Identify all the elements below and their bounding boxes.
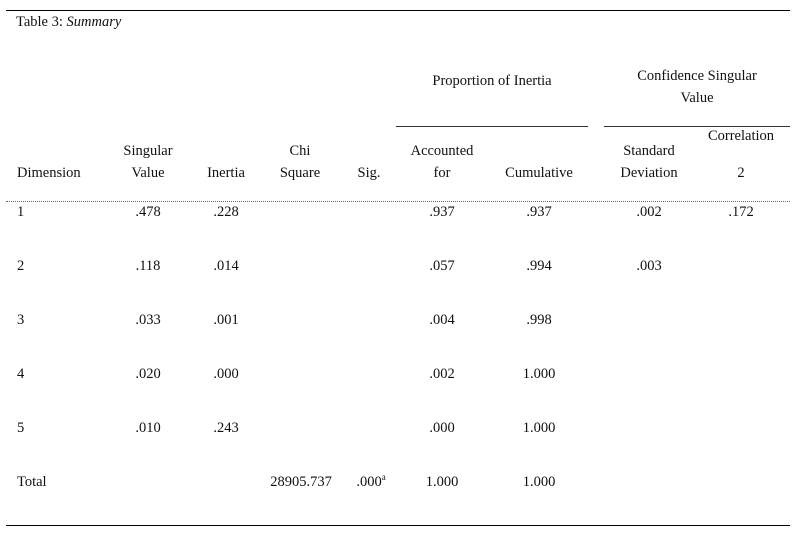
cell-accounted: .004 (429, 312, 455, 328)
header-accounted-line1: Accounted (410, 143, 474, 159)
header-dimension: Dimension (17, 165, 81, 181)
cell-singular-value: .033 (135, 312, 161, 328)
cell-cumulative: .937 (526, 204, 552, 220)
header-inertia: Inertia (207, 165, 245, 181)
bottom-rule (6, 525, 790, 526)
confidence-group-header-line2: Value (680, 90, 714, 106)
cell-accounted: .057 (429, 258, 455, 274)
confidence-group-rule (604, 126, 790, 127)
header-chi-square-line1: Chi (289, 143, 311, 159)
cell-dimension: 3 (17, 312, 25, 328)
header-sig: Sig. (357, 165, 381, 181)
header-correlation-line1: Correlation (707, 128, 775, 144)
cell-dimension: 1 (17, 204, 25, 220)
cell-cumulative: 1.000 (522, 366, 556, 382)
table-label: Table 3: (16, 14, 63, 30)
cell-inertia: .000 (213, 366, 239, 382)
cell-chi-square: 28905.737 (270, 474, 332, 490)
header-cumulative: Cumulative (505, 165, 573, 181)
cell-sig: .000a (345, 472, 397, 491)
header-singular-value-line2: Value (131, 165, 165, 181)
cell-cumulative: 1.000 (522, 474, 556, 490)
cell-inertia: .243 (213, 420, 239, 436)
cell-cumulative: .994 (526, 258, 552, 274)
cell-inertia: .001 (213, 312, 239, 328)
proportion-group-header: Proportion of Inertia (432, 73, 552, 89)
cell-dimension: 4 (17, 366, 25, 382)
cell-accounted: .000 (429, 420, 455, 436)
cell-singular-value: .010 (135, 420, 161, 436)
cell-singular-value: .020 (135, 366, 161, 382)
header-std-dev-line1: Standard (623, 143, 675, 159)
cell-accounted: 1.000 (425, 474, 459, 490)
header-std-dev-line2: Deviation (620, 165, 678, 181)
cell-accounted: .937 (429, 204, 455, 220)
header-bottom-rule (6, 201, 790, 202)
cell-dimension: Total (17, 474, 47, 490)
cell-inertia: .014 (213, 258, 239, 274)
top-rule (6, 10, 790, 11)
cell-dimension: 2 (17, 258, 25, 274)
table-caption: Table 3: Summary (16, 14, 121, 31)
cell-accounted: .002 (429, 366, 455, 382)
cell-std-dev: .002 (636, 204, 662, 220)
cell-inertia: .228 (213, 204, 239, 220)
cell-sig-value: .000 (356, 474, 382, 490)
table-title: Summary (66, 14, 122, 30)
header-singular-value-line1: Singular (123, 143, 173, 159)
header-chi-square-line2: Square (279, 165, 321, 181)
cell-singular-value: .478 (135, 204, 161, 220)
proportion-group-rule (396, 126, 588, 127)
cell-std-dev: .003 (636, 258, 662, 274)
cell-cumulative: 1.000 (522, 420, 556, 436)
cell-correlation: .172 (728, 204, 754, 220)
footnote-marker: a (381, 472, 386, 483)
cell-cumulative: .998 (526, 312, 552, 328)
confidence-group-header-line1: Confidence Singular (637, 68, 757, 84)
header-accounted-line2: for (433, 165, 451, 181)
cell-dimension: 5 (17, 420, 25, 436)
cell-singular-value: .118 (135, 258, 161, 274)
header-correlation-line2: 2 (737, 165, 745, 181)
